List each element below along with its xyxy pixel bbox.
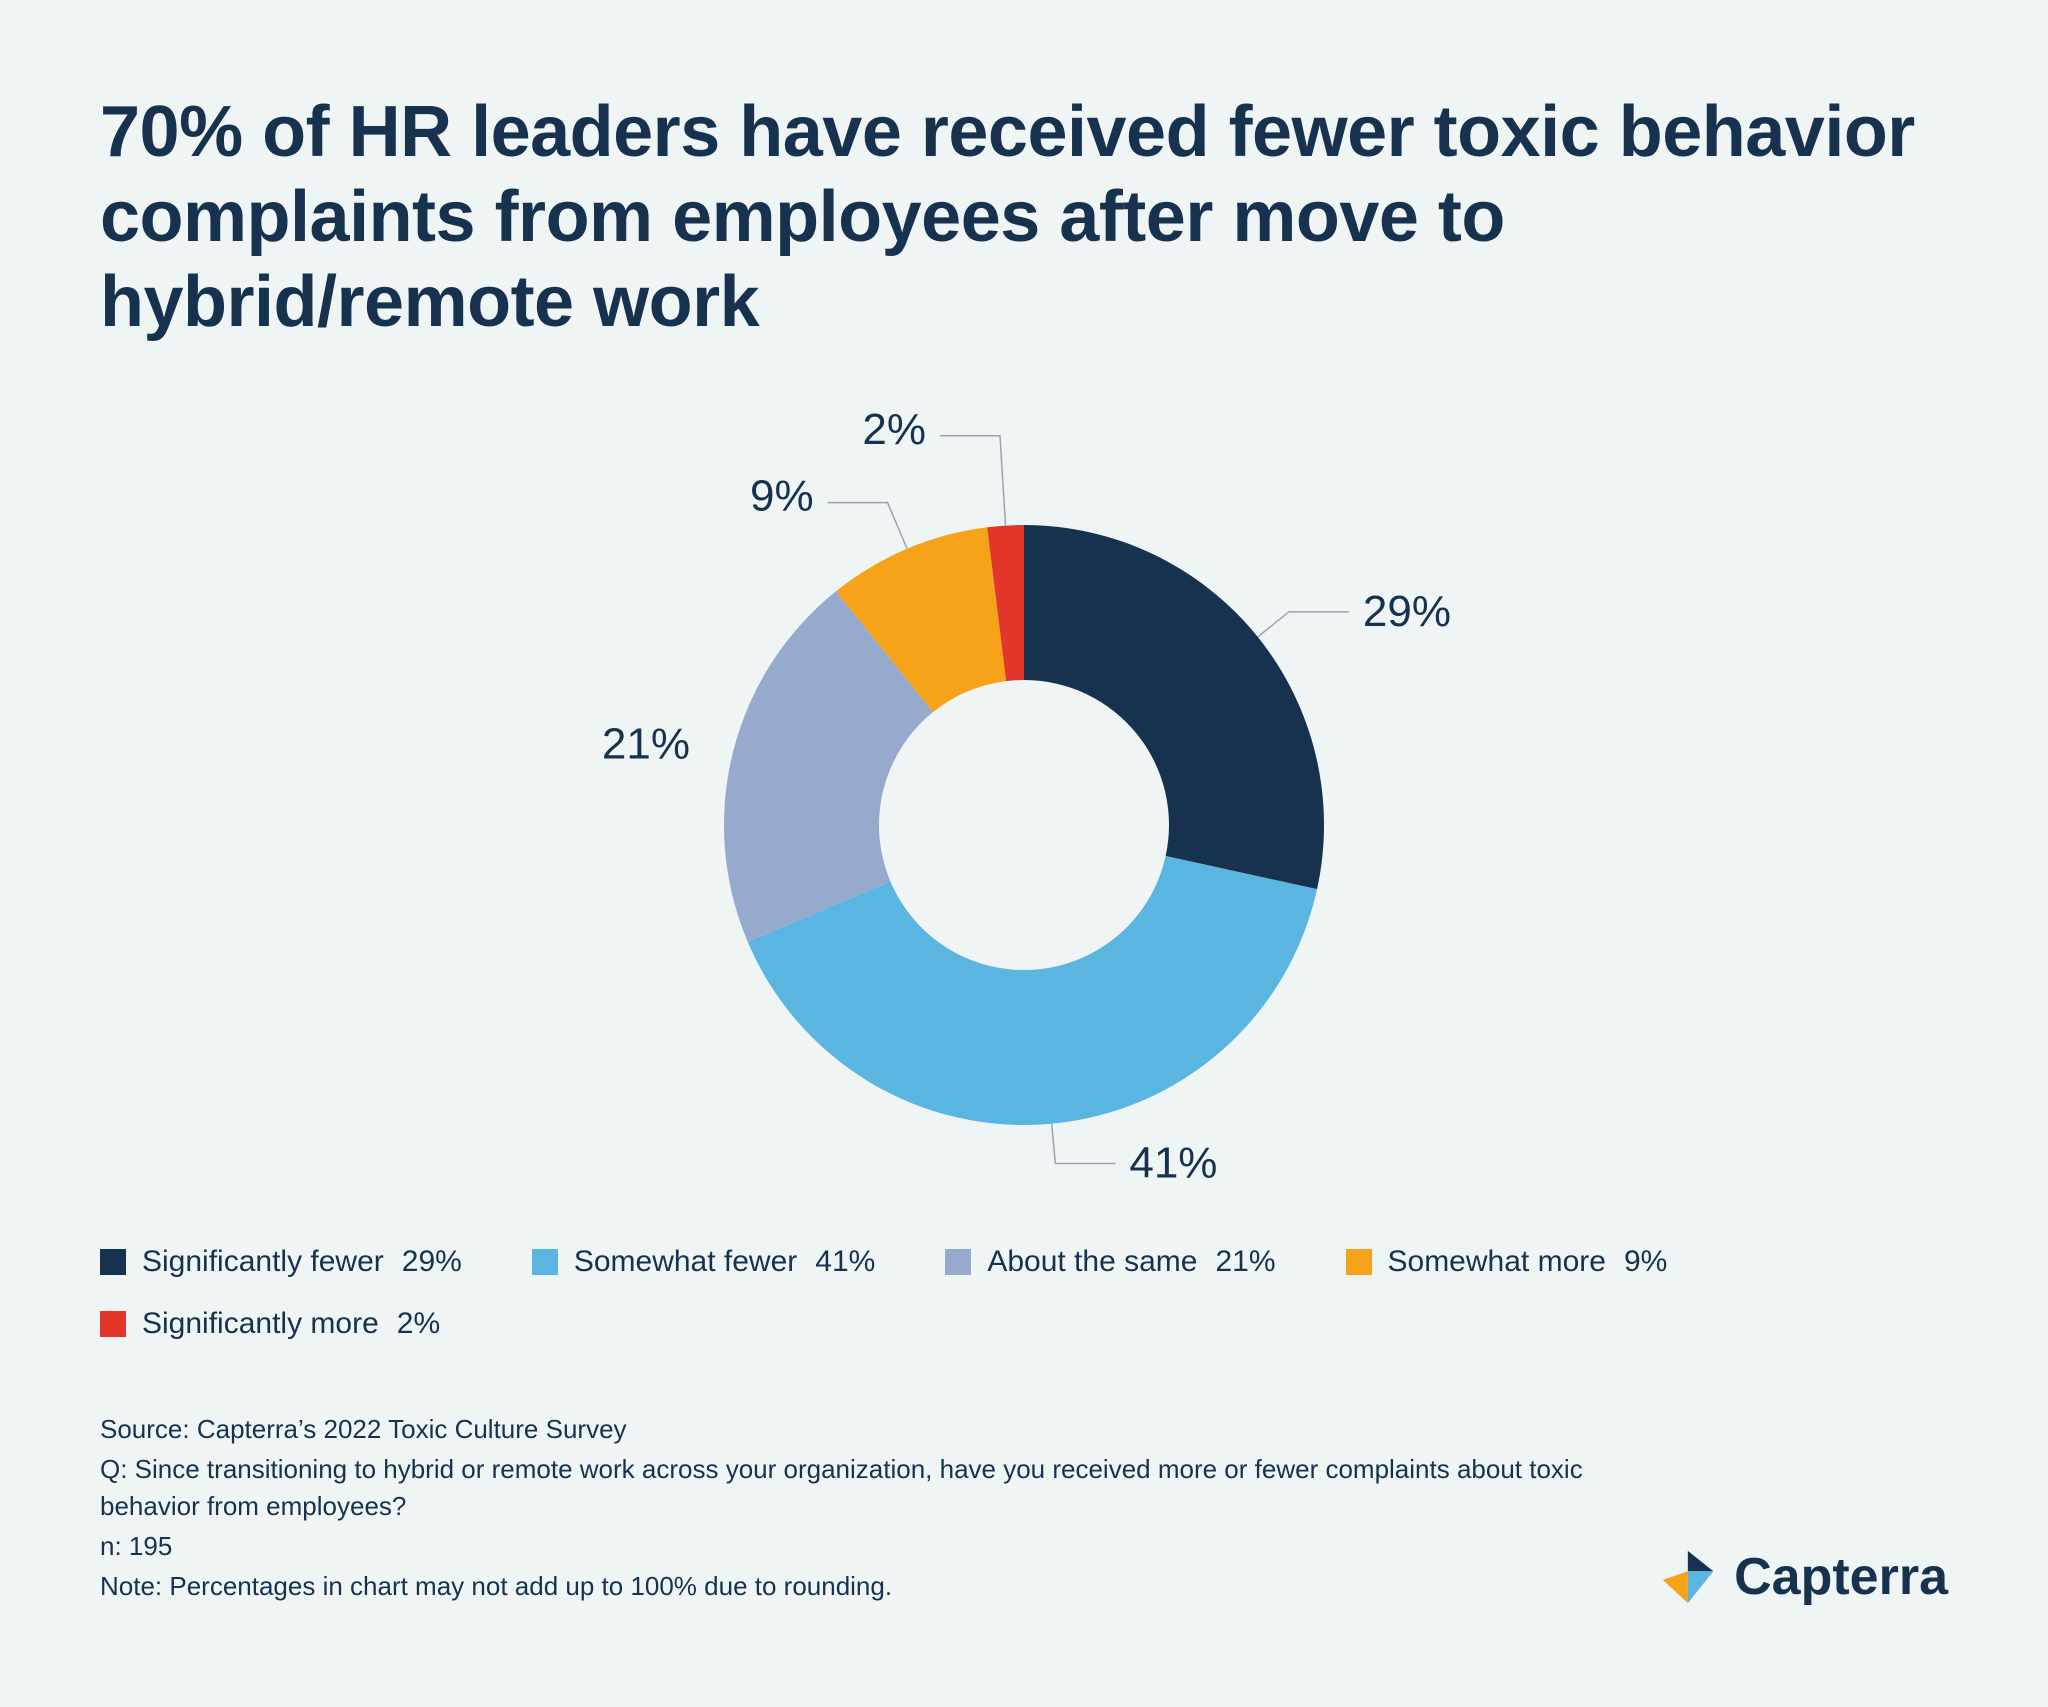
legend-value: 41% xyxy=(815,1245,875,1279)
brand-name: Capterra xyxy=(1734,1547,1948,1607)
donut-svg: 29% 41% 21% 9% 2% xyxy=(374,405,1674,1205)
slice-label: 9% xyxy=(750,472,814,521)
legend-label: Significantly more xyxy=(142,1307,379,1341)
donut-slice xyxy=(1024,525,1324,889)
legend-item: Significantly more 2% xyxy=(100,1307,440,1341)
legend-value: 29% xyxy=(402,1245,462,1279)
footnotes: Source: Capterra’s 2022 Toxic Culture Su… xyxy=(100,1411,1620,1607)
legend-label: Somewhat more xyxy=(1388,1245,1606,1279)
legend-label: Somewhat fewer xyxy=(574,1245,797,1279)
donut-chart: 29% 41% 21% 9% 2% xyxy=(100,405,1948,1205)
chart-title: 70% of HR leaders have received fewer to… xyxy=(100,90,1948,345)
slice-label: 41% xyxy=(1129,1138,1217,1187)
legend-value: 2% xyxy=(397,1307,440,1341)
legend-item: Significantly fewer 29% xyxy=(100,1245,462,1279)
slice-label: 2% xyxy=(862,405,926,454)
legend-label: Significantly fewer xyxy=(142,1245,384,1279)
slice-label: 29% xyxy=(1363,587,1451,636)
legend-swatch xyxy=(100,1249,126,1275)
legend-item: Somewhat fewer 41% xyxy=(532,1245,875,1279)
footnote-n: n: 195 xyxy=(100,1528,1620,1566)
slice-label: 21% xyxy=(602,719,690,768)
legend-item: About the same 21% xyxy=(945,1245,1275,1279)
legend-value: 21% xyxy=(1215,1245,1275,1279)
brand-logo-icon xyxy=(1660,1548,1718,1606)
legend-label: About the same xyxy=(987,1245,1197,1279)
legend-item: Somewhat more 9% xyxy=(1346,1245,1668,1279)
legend-swatch xyxy=(100,1311,126,1337)
legend-swatch xyxy=(945,1249,971,1275)
brand: Capterra xyxy=(1660,1547,1948,1607)
footnote-source: Source: Capterra’s 2022 Toxic Culture Su… xyxy=(100,1411,1620,1449)
footnote-question: Q: Since transitioning to hybrid or remo… xyxy=(100,1451,1620,1526)
legend-swatch xyxy=(1346,1249,1372,1275)
footnote-note: Note: Percentages in chart may not add u… xyxy=(100,1568,1620,1606)
legend-swatch xyxy=(532,1249,558,1275)
legend-value: 9% xyxy=(1624,1245,1667,1279)
legend: Significantly fewer 29% Somewhat fewer 41% A… xyxy=(100,1245,1948,1341)
